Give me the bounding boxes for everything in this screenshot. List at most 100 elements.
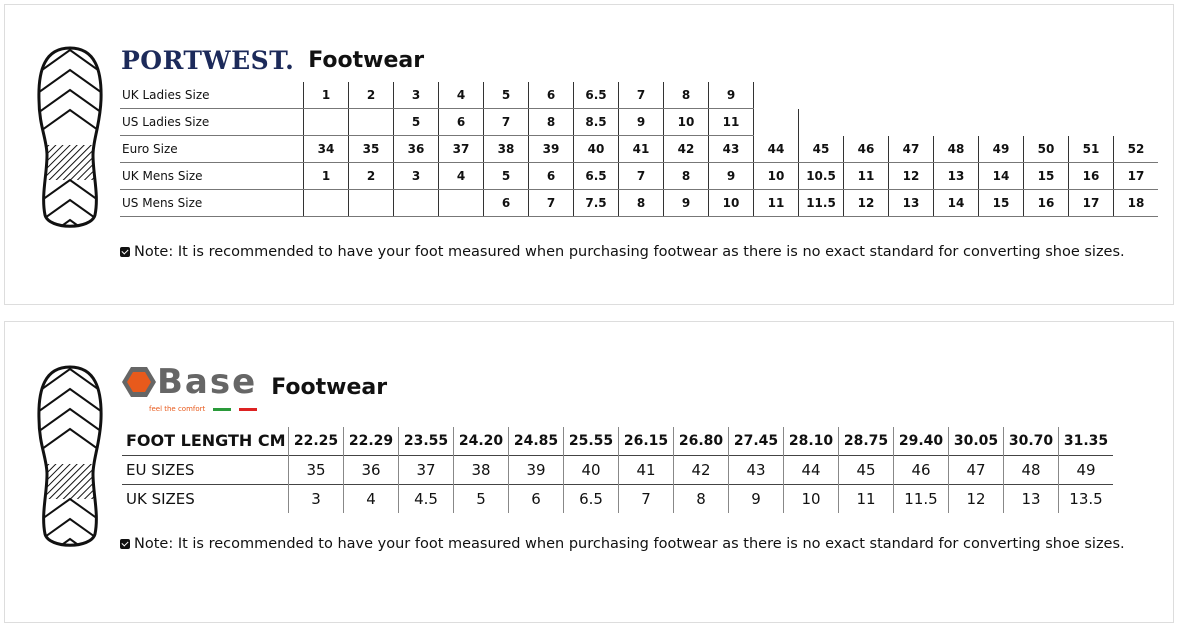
size-cell: 31.35	[1058, 427, 1113, 456]
size-cell	[979, 109, 1024, 136]
size-cell: 51	[1068, 135, 1114, 163]
size-cell: 12	[948, 484, 1004, 513]
size-cell: 35	[288, 455, 344, 485]
size-cell: 45	[838, 455, 894, 485]
size-cell: 22.29	[343, 427, 399, 456]
size-cell: 44	[783, 455, 839, 485]
size-cell: 17	[1113, 162, 1158, 190]
size-cell: 26.80	[673, 427, 729, 456]
size-cell: 30.70	[1003, 427, 1059, 456]
size-cell: 10	[708, 189, 754, 217]
section-title: Footwear	[308, 48, 425, 73]
size-cell: 8	[663, 82, 709, 109]
size-cell: 1	[303, 162, 349, 190]
size-cell: 11	[838, 484, 894, 513]
size-cell: 8	[618, 189, 664, 217]
table-row: UK SIZES 3 4 4.5 5 6 6.5 7 8 9 10 11 11.5 12 13 13.5	[122, 484, 1113, 513]
size-cell: 47	[888, 135, 934, 163]
row-label: EU SIZES	[126, 461, 195, 479]
size-cell: 9	[708, 162, 754, 190]
size-cell	[798, 108, 844, 136]
row-label: FOOT LENGTH CM	[126, 431, 286, 450]
size-cell	[348, 189, 394, 217]
size-cell: 5	[483, 82, 529, 109]
size-cell: 2	[348, 162, 394, 190]
size-cell: 16	[1068, 162, 1114, 190]
size-cell: 11	[708, 108, 754, 136]
size-cell: 48	[933, 135, 979, 163]
size-cell: 3	[393, 82, 439, 109]
size-cell: 43	[708, 135, 754, 163]
size-cell: 26.15	[618, 427, 674, 456]
size-cell	[1024, 82, 1069, 109]
size-cell: 39	[528, 135, 574, 163]
size-cell	[979, 82, 1024, 109]
size-cell	[1069, 82, 1114, 109]
size-cell: 14	[933, 189, 979, 217]
shoe-sole-icon	[37, 46, 103, 228]
size-cell: 17	[1068, 189, 1114, 217]
size-cell: 10.5	[798, 162, 844, 190]
size-cell: 9	[708, 82, 754, 109]
size-cell: 38	[453, 455, 509, 485]
size-cell	[889, 82, 934, 109]
size-cell	[303, 189, 349, 217]
size-cell	[844, 82, 889, 109]
size-cell: 46	[843, 135, 889, 163]
row-label: US Ladies Size	[120, 108, 304, 136]
table-row: UK Ladies Size 1 2 3 4 5 6 6.5 7 8 9	[120, 82, 1158, 109]
size-cell: 45	[798, 135, 844, 163]
size-cell: 52	[1113, 135, 1158, 163]
size-cell: 24.20	[453, 427, 509, 456]
size-cell: 46	[893, 455, 949, 485]
size-cell: 49	[1058, 455, 1113, 485]
base-brand-text: Base	[157, 362, 258, 402]
size-cell: 36	[393, 135, 439, 163]
note-text: Note: It is recommended to have your foo…	[134, 536, 1125, 552]
size-cell: 8	[663, 162, 709, 190]
note-text: Note: It is recommended to have your foo…	[134, 244, 1125, 260]
size-cell: 36	[343, 455, 399, 485]
size-cell: 6	[483, 189, 529, 217]
size-cell: 25.55	[563, 427, 619, 456]
size-cell	[1024, 109, 1069, 136]
base-tagline: feel the comfort	[149, 405, 206, 413]
size-cell: 11	[753, 189, 799, 217]
size-cell	[348, 108, 394, 136]
size-cell: 35	[348, 135, 394, 163]
size-cell: 34	[303, 135, 349, 163]
size-cell: 16	[1023, 189, 1069, 217]
size-cell: 28.75	[838, 427, 894, 456]
size-cell: 7	[483, 108, 529, 136]
size-cell: 40	[573, 135, 619, 163]
size-cell: 11.5	[798, 189, 844, 217]
size-cell: 9	[663, 189, 709, 217]
size-cell	[303, 108, 349, 136]
size-cell: 3	[393, 162, 439, 190]
portwest-note: Note: It is recommended to have your foo…	[120, 243, 1125, 261]
size-cell: 23.55	[398, 427, 454, 456]
size-cell: 4	[438, 162, 484, 190]
table-row: FOOT LENGTH CM 22.25 22.29 23.55 24.20 24.85 2…	[122, 427, 1113, 456]
row-label: UK SIZES	[126, 490, 195, 508]
flag-red-bar	[239, 407, 258, 411]
size-cell: 49	[978, 135, 1024, 163]
size-cell: 5	[393, 108, 439, 136]
size-cell: 9	[728, 484, 784, 513]
size-cell: 39	[508, 455, 564, 485]
size-cell: 38	[483, 135, 529, 163]
size-cell: 30.05	[948, 427, 1004, 456]
size-cell	[1114, 82, 1159, 109]
size-cell: 3	[288, 484, 344, 513]
size-cell: 6.5	[573, 82, 619, 109]
size-cell	[393, 189, 439, 217]
size-cell: 10	[663, 108, 709, 136]
size-cell: 40	[563, 455, 619, 485]
checkbox-icon	[120, 539, 130, 549]
size-cell	[753, 82, 799, 109]
size-cell: 11.5	[893, 484, 949, 513]
row-label: US Mens Size	[120, 189, 304, 217]
portwest-logo: PORTWEST.	[121, 46, 295, 75]
size-cell: 43	[728, 455, 784, 485]
portwest-size-table: UK Ladies Size 1 2 3 4 5 6 6.5 7 8 9 US Ladies Size…	[120, 82, 1158, 217]
